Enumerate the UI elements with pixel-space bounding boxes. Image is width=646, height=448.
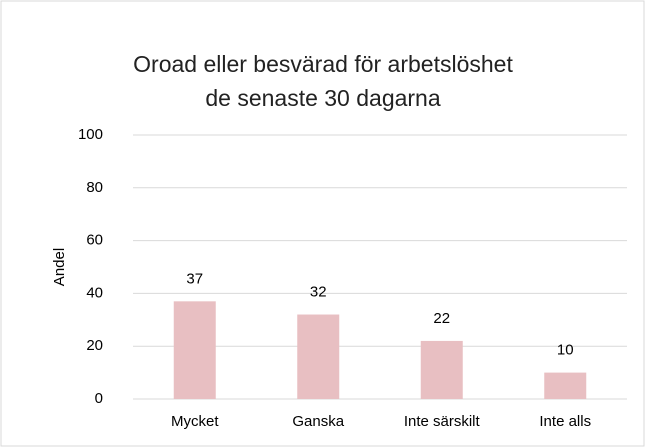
data-label: 10	[557, 342, 574, 359]
y-tick-label: 80	[86, 179, 103, 196]
x-tick-label: Inte alls	[539, 413, 591, 430]
y-axis-label: Andel	[51, 248, 68, 286]
y-tick-label: 0	[95, 390, 103, 407]
data-label: 22	[433, 310, 450, 327]
data-label: 32	[310, 283, 327, 300]
chart-title: Oroad eller besvärad för arbetslöshet	[133, 51, 513, 77]
bar	[544, 372, 587, 399]
bar	[420, 340, 463, 399]
y-tick-label: 40	[86, 284, 103, 301]
x-tick-label: Inte särskilt	[404, 413, 481, 430]
y-tick-label: 60	[86, 232, 103, 249]
chart-title: de senaste 30 dagarna	[205, 85, 441, 111]
data-label: 37	[186, 270, 203, 287]
y-tick-label: 20	[86, 337, 103, 354]
x-tick-label: Mycket	[171, 413, 219, 430]
y-tick-label: 100	[78, 126, 103, 143]
x-tick-label: Ganska	[292, 413, 344, 430]
bar	[297, 314, 340, 399]
bar	[173, 301, 216, 399]
